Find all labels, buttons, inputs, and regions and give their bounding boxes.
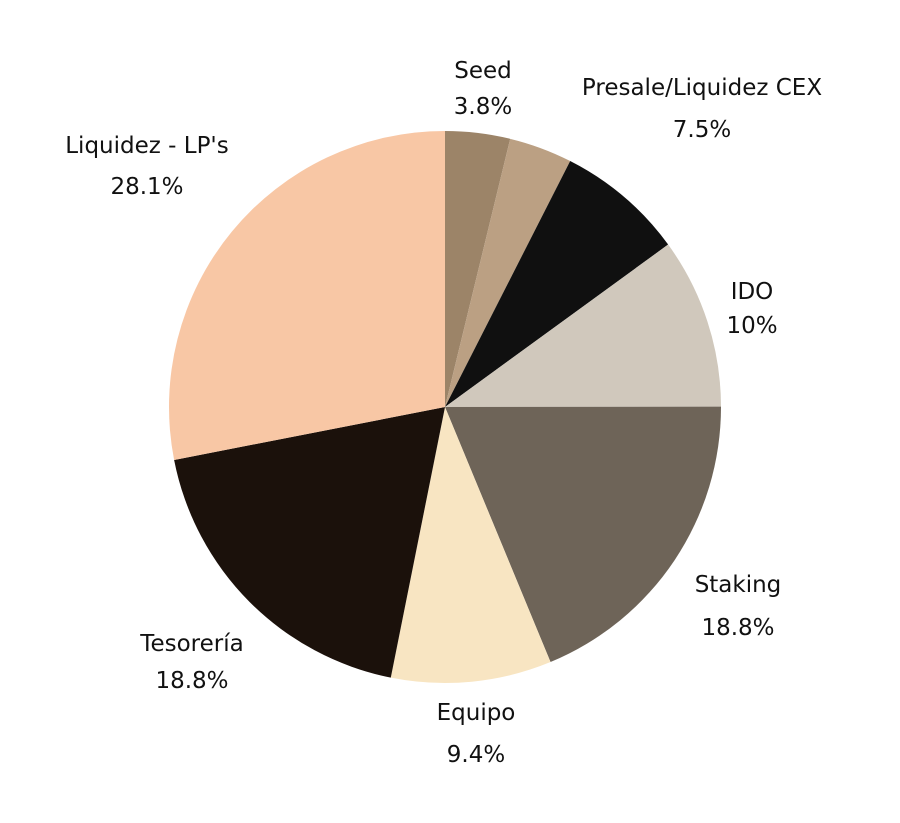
label-equipo-name: Equipo (437, 700, 516, 726)
label-ido-name: IDO (731, 279, 774, 305)
label-liquidez-value: 28.1% (110, 174, 183, 200)
label-presale-name: Presale/Liquidez CEX (582, 75, 822, 101)
pie-slices (168, 131, 721, 683)
label-staking-name: Staking (695, 572, 782, 598)
pie-slice-5 (390, 407, 551, 683)
pie-labels: Seed 3.8% Presale/Liquidez CEX 7.5% IDO … (65, 58, 822, 768)
label-tesoreria-value: 18.8% (155, 668, 228, 694)
pie-slice-2 (445, 161, 669, 407)
label-seed-value: 3.8% (454, 94, 512, 120)
label-equipo-value: 9.4% (447, 742, 505, 768)
pie-slice-4 (445, 406, 721, 663)
label-staking-value: 18.8% (701, 615, 774, 641)
pie-slice-7 (168, 131, 445, 460)
label-presale-value: 7.5% (673, 117, 731, 143)
pie-slice-6 (174, 407, 445, 678)
pie-slice-3 (445, 244, 721, 407)
label-ido-value: 10% (726, 313, 777, 339)
label-tesoreria-name: Tesorería (139, 631, 243, 657)
pie-slice-1 (445, 138, 571, 407)
pie-slice-0 (445, 131, 511, 407)
label-liquidez-name: Liquidez - LP's (65, 133, 229, 159)
label-seed-name: Seed (454, 58, 512, 84)
